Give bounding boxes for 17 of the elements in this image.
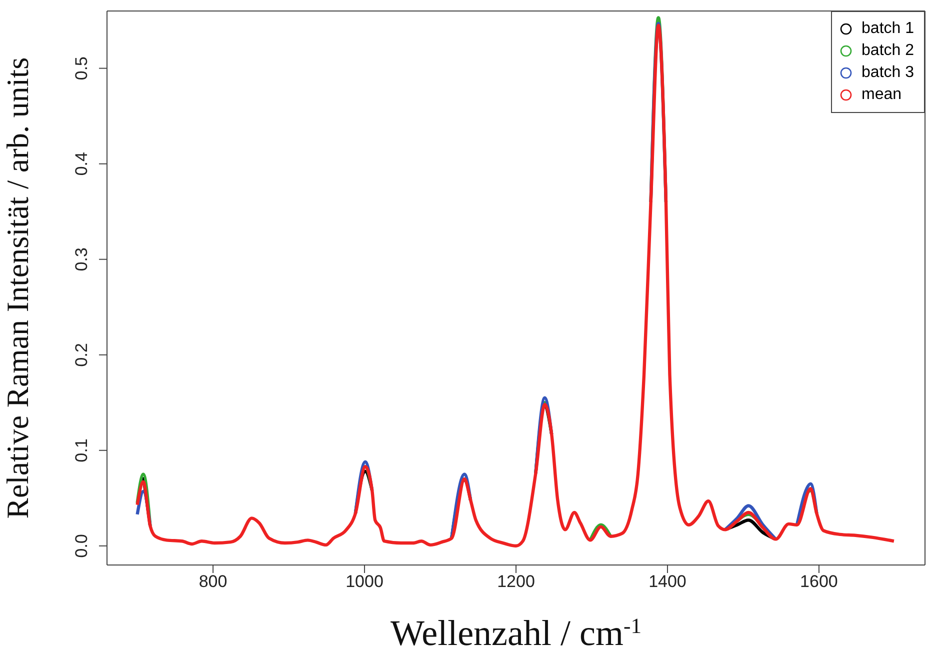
- x-tick-label: 1000: [346, 572, 384, 592]
- legend-label: batch 3: [862, 63, 914, 83]
- y-tick-label: 0.2: [72, 343, 91, 367]
- legend-label: mean: [862, 85, 902, 105]
- y-axis-title: Relative Raman Intensität / arb. units: [0, 57, 35, 519]
- legend-label: batch 1: [862, 19, 914, 39]
- y-tick-label: 0.4: [72, 152, 91, 176]
- x-tick-label: 1400: [648, 572, 686, 592]
- x-tick-label: 1600: [800, 572, 838, 592]
- y-tick-label: 0.0: [72, 534, 91, 558]
- x-axis-title: Wellenzahl / cm$^{-1}$: [390, 613, 642, 653]
- x-tick-label: 800: [198, 572, 228, 592]
- x-tick-label: 1200: [497, 572, 535, 592]
- y-tick-label: 0.1: [72, 438, 91, 462]
- y-tick-label: 0.5: [72, 56, 91, 80]
- y-tick-label: 0.3: [72, 248, 91, 272]
- legend-label: batch 2: [862, 41, 914, 61]
